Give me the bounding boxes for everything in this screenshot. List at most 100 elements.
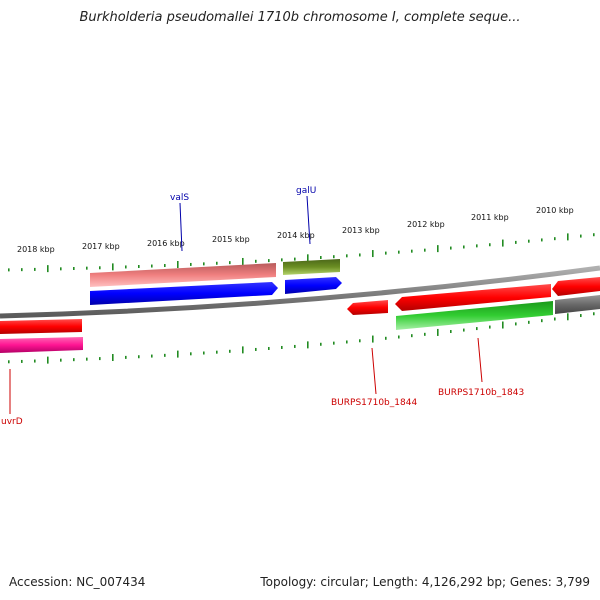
outer-tick	[515, 241, 517, 244]
inner-tick	[541, 319, 543, 322]
inner-tick	[528, 321, 530, 324]
scale-label-2016: 2016 kbp	[147, 239, 185, 248]
outer-tick	[8, 268, 10, 271]
gene-label-1843[interactable]: BURPS1710b_1843	[438, 388, 524, 398]
inner-tick	[99, 357, 101, 360]
inner-tick	[411, 334, 413, 337]
inner-tick	[567, 313, 569, 320]
gene-label-valS[interactable]: valS	[170, 193, 189, 203]
inner-tick	[34, 360, 36, 363]
inner-tick	[268, 347, 270, 350]
outer-tick	[125, 265, 127, 268]
outer-tick	[541, 238, 543, 241]
outer-tick	[476, 244, 478, 247]
gene-olive[interactable]	[283, 259, 340, 275]
gene-BURPS1710b_1844[interactable]	[347, 300, 388, 315]
outer-tick	[242, 258, 244, 265]
outer-tick	[268, 259, 270, 262]
inner-tick	[307, 341, 309, 348]
outer-tick	[73, 267, 75, 270]
inner-tick	[242, 346, 244, 353]
gene-gray[interactable]	[555, 295, 600, 314]
inner-tick	[437, 329, 439, 336]
inner-tick	[398, 336, 400, 339]
inner-tick	[489, 326, 491, 329]
inner-tick	[86, 358, 88, 361]
gene-galU[interactable]	[285, 277, 342, 294]
gene-right-top[interactable]	[552, 277, 600, 296]
inner-tick	[333, 342, 335, 345]
inner-tick	[190, 352, 192, 355]
outer-tick	[138, 265, 140, 268]
outer-tick	[190, 263, 192, 266]
outer-tick	[450, 247, 452, 250]
genome-summary-text: Topology: circular; Length: 4,126,292 bp…	[260, 575, 590, 589]
inner-tick	[502, 322, 504, 329]
outer-tick	[372, 250, 374, 257]
inner-tick	[47, 357, 49, 364]
outer-tick	[47, 265, 49, 272]
inner-tick	[346, 340, 348, 343]
gene-uvrD[interactable]	[0, 337, 83, 353]
outer-tick	[346, 254, 348, 257]
outer-tick	[554, 237, 556, 240]
outer-tick	[320, 256, 322, 259]
inner-tick	[476, 327, 478, 330]
genome-map[interactable]: 2018 kbp 2017 kbp 2016 kbp 2015 kbp 2014…	[0, 0, 600, 600]
inner-tick	[138, 355, 140, 358]
outer-tick	[307, 254, 309, 261]
outer-tick	[424, 249, 426, 252]
inner-tick	[450, 330, 452, 333]
outer-tick	[593, 233, 595, 236]
outer-tick	[333, 255, 335, 258]
inner-tick	[515, 322, 517, 325]
outer-tick	[21, 268, 23, 271]
inner-tick	[463, 329, 465, 332]
scale-label-2017: 2017 kbp	[82, 242, 120, 251]
inner-tick	[8, 360, 10, 363]
outer-tick	[580, 235, 582, 238]
scale-label-2015: 2015 kbp	[212, 235, 250, 244]
inner-tick	[593, 312, 595, 315]
outer-tick	[398, 251, 400, 254]
outer-tick	[229, 261, 231, 264]
scale-label-2013: 2013 kbp	[342, 226, 380, 235]
inner-tick	[203, 352, 205, 355]
inner-tick	[151, 355, 153, 358]
inner-tick	[112, 354, 114, 361]
inner-tick	[216, 351, 218, 354]
inner-tick	[255, 348, 257, 351]
inner-tick	[177, 351, 179, 358]
inner-tick	[60, 359, 62, 362]
outer-tick	[151, 265, 153, 268]
inner-tick	[73, 358, 75, 361]
inner-tick	[229, 350, 231, 353]
outer-tick	[567, 233, 569, 240]
outer-tick	[216, 262, 218, 265]
gene-label-1844[interactable]: BURPS1710b_1844	[331, 398, 417, 408]
outer-tick	[34, 268, 36, 271]
outer-tick	[385, 252, 387, 255]
inner-tick	[164, 354, 166, 357]
inner-tick	[320, 343, 322, 346]
gene-uvrD-red[interactable]	[0, 319, 82, 334]
inner-tick	[281, 346, 283, 349]
outer-tick	[528, 240, 530, 243]
inner-tick	[385, 337, 387, 340]
inner-tick	[125, 356, 127, 359]
outer-tick	[86, 267, 88, 270]
outer-tick	[294, 258, 296, 261]
gene-label-uvrD[interactable]: uvrD	[1, 417, 23, 427]
scale-label-2018: 2018 kbp	[17, 245, 55, 254]
scale-label-2011: 2011 kbp	[471, 213, 509, 222]
outer-tick	[411, 250, 413, 253]
scale-labels: 2018 kbp 2017 kbp 2016 kbp 2015 kbp 2014…	[17, 206, 574, 254]
outer-tick	[255, 260, 257, 263]
scale-label-2010: 2010 kbp	[536, 206, 574, 215]
inner-tick	[21, 360, 23, 363]
accession-text: Accession: NC_007434	[9, 575, 145, 589]
outer-tick	[164, 264, 166, 267]
gene-label-galU[interactable]: galU	[296, 186, 316, 196]
leader-1844	[372, 348, 376, 394]
outer-tick	[112, 263, 114, 270]
